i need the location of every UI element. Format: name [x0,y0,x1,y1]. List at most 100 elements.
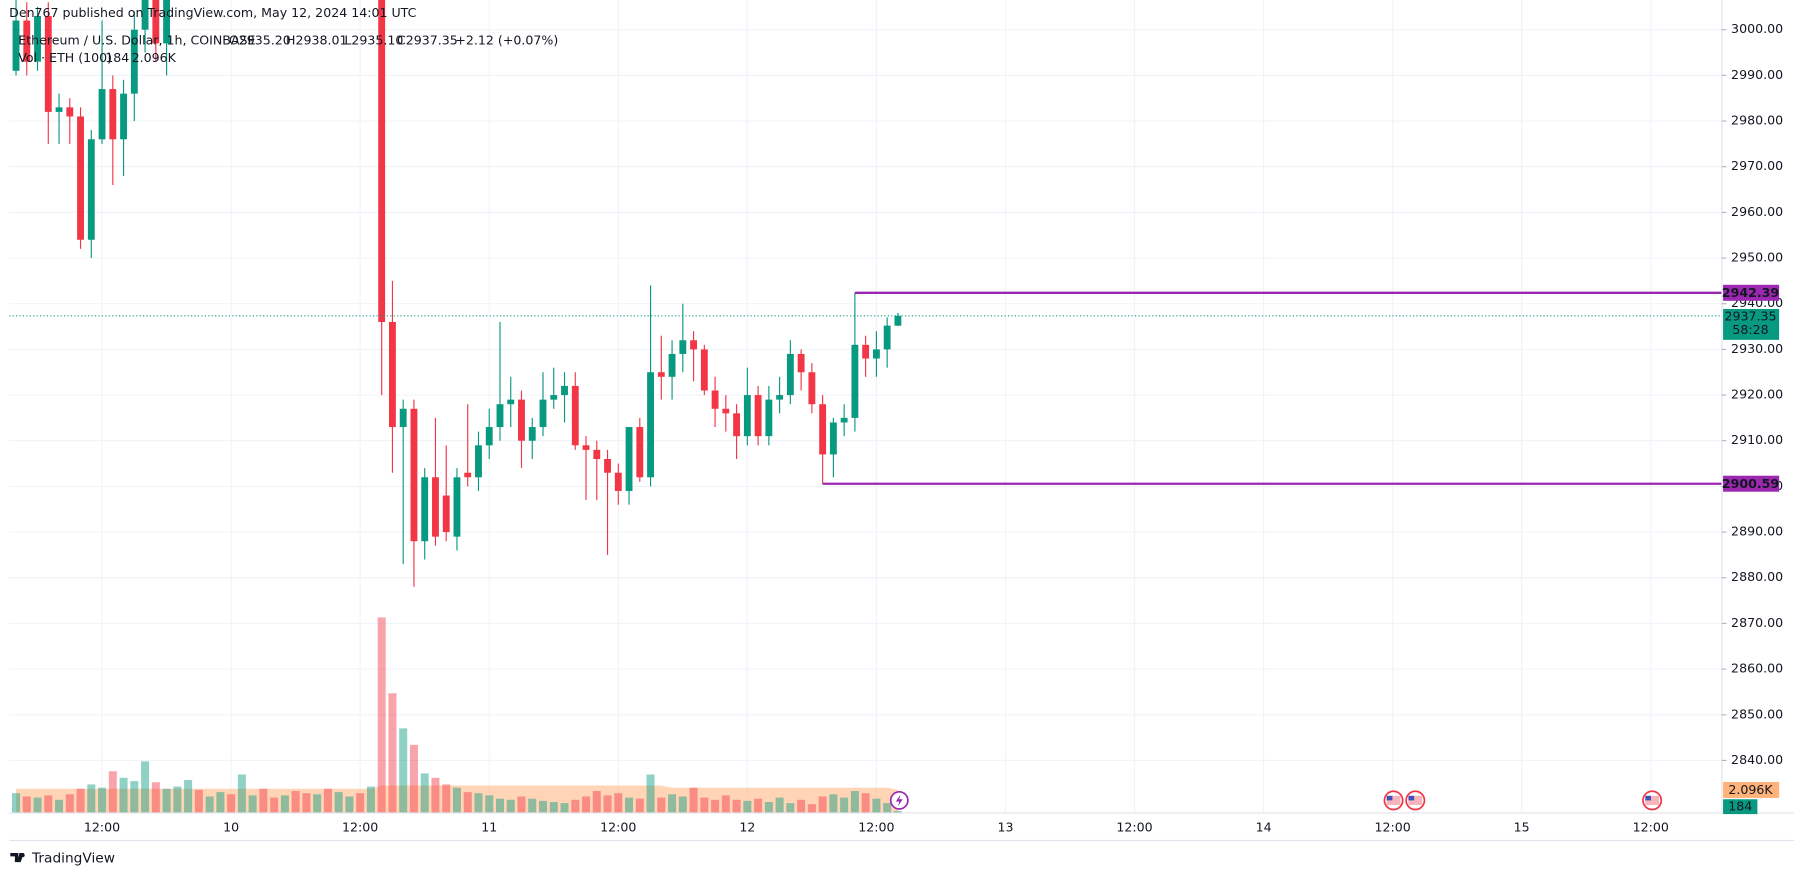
candle-body [141,0,149,30]
volume-bar [377,617,386,813]
volume-bar [227,794,236,813]
candle-body [378,0,386,322]
volume-bar [829,794,838,813]
volume-bar [184,780,193,813]
volume-bar [431,777,440,813]
level-tag-label: 2942.39 [1722,285,1779,300]
level-tag [1723,284,1780,301]
candle-body [475,445,482,478]
volume-ma-tag-label: 2.096K [1728,782,1773,797]
candle-body [883,325,891,350]
candle-body [120,93,127,140]
candle-body [851,344,859,418]
y-tick-label: 2890.00 [1731,524,1783,539]
volume-bar [474,793,483,813]
volume-bar [711,799,720,813]
y-tick-label: 2920.00 [1731,387,1783,402]
y-tick-label: 2980.00 [1731,113,1783,128]
candle-body [496,404,504,428]
y-tick-label: 2850.00 [1731,706,1783,721]
volume-legend-ma: 2.096K [132,50,177,65]
volume-bar [280,795,289,813]
ohlc-legend-item: L2935.10 [344,33,403,48]
candle-body [77,116,84,240]
ohlc-legend-item: +2.12 (+0.07%) [455,33,558,48]
footer-brand: TradingView [31,851,115,867]
volume-bar [872,798,881,813]
volume-bar [108,771,117,813]
symbol-title: Ethereum / U.S. Dollar, 1h, COINBASE [18,33,255,48]
candle-body [765,399,773,437]
flag-icon[interactable] [1383,790,1404,811]
candle-body [668,353,676,377]
candle-body [485,427,493,446]
candle-body [98,89,106,140]
volume-bar [356,793,365,813]
volume-bar [119,777,128,813]
candle-body [550,395,558,400]
volume-bar [259,788,268,813]
candle-body [453,477,461,537]
candle-body [130,29,138,94]
candle-body [700,349,708,391]
volume-bar [130,781,139,813]
candle-body [894,315,902,326]
y-tick-label: 2840.00 [1731,752,1783,767]
volume-bar [313,794,322,813]
volume-legend-value: 184 [105,50,129,65]
candle-body [582,445,590,450]
candle-body [636,427,644,478]
y-tick-label: 2950.00 [1731,250,1783,265]
volume-bar [345,796,354,813]
volume-bar [582,796,591,813]
candle-body [432,477,439,537]
candle-body [34,15,41,62]
candle-body [657,372,665,377]
volume-bar [893,810,902,813]
candle-body [12,20,20,71]
candle-body [389,321,396,428]
countdown-label: 58:28 [1732,322,1768,337]
volume-bar [98,787,107,813]
volume-bar [539,800,548,813]
y-tick-label: 2970.00 [1731,158,1783,173]
y-tick-label: 2910.00 [1731,432,1783,447]
flag-icon[interactable] [1642,790,1663,811]
volume-bar [528,798,537,813]
volume-bar [216,792,225,813]
candle-body [604,459,611,473]
volume-bar [76,788,85,813]
volume-bar [840,797,849,813]
candle-body [571,385,579,446]
event-icons [889,790,1663,811]
volume-bar [366,786,375,813]
volume-ma-tag [1723,781,1780,798]
volume-tag-label: 184 [1728,799,1752,814]
volume-bar [399,728,408,813]
volume-bar [592,790,601,813]
candle-body [711,390,719,409]
volume-tag [1723,799,1758,815]
candle-body [786,353,794,396]
candle-body [614,472,622,491]
flag-icon[interactable] [1405,790,1426,811]
x-tick-label: 12:00 [1633,819,1669,834]
candle-body [399,408,407,428]
volume-bar [754,798,763,813]
x-tick-label: 12:00 [342,819,378,834]
x-tick-label: 12:00 [1375,819,1411,834]
candle-body [743,395,751,437]
candle-body [872,349,880,359]
volume-bar [33,797,42,813]
candle-body [44,15,52,112]
volume-bar [861,793,870,813]
volume-bar [442,784,451,813]
last-price-label: 2937.35 [1725,308,1777,323]
level-tag-label: 2900.59 [1722,476,1779,491]
volume-bar [657,797,666,813]
volume-bar [646,774,655,813]
volume-bar [409,744,418,813]
